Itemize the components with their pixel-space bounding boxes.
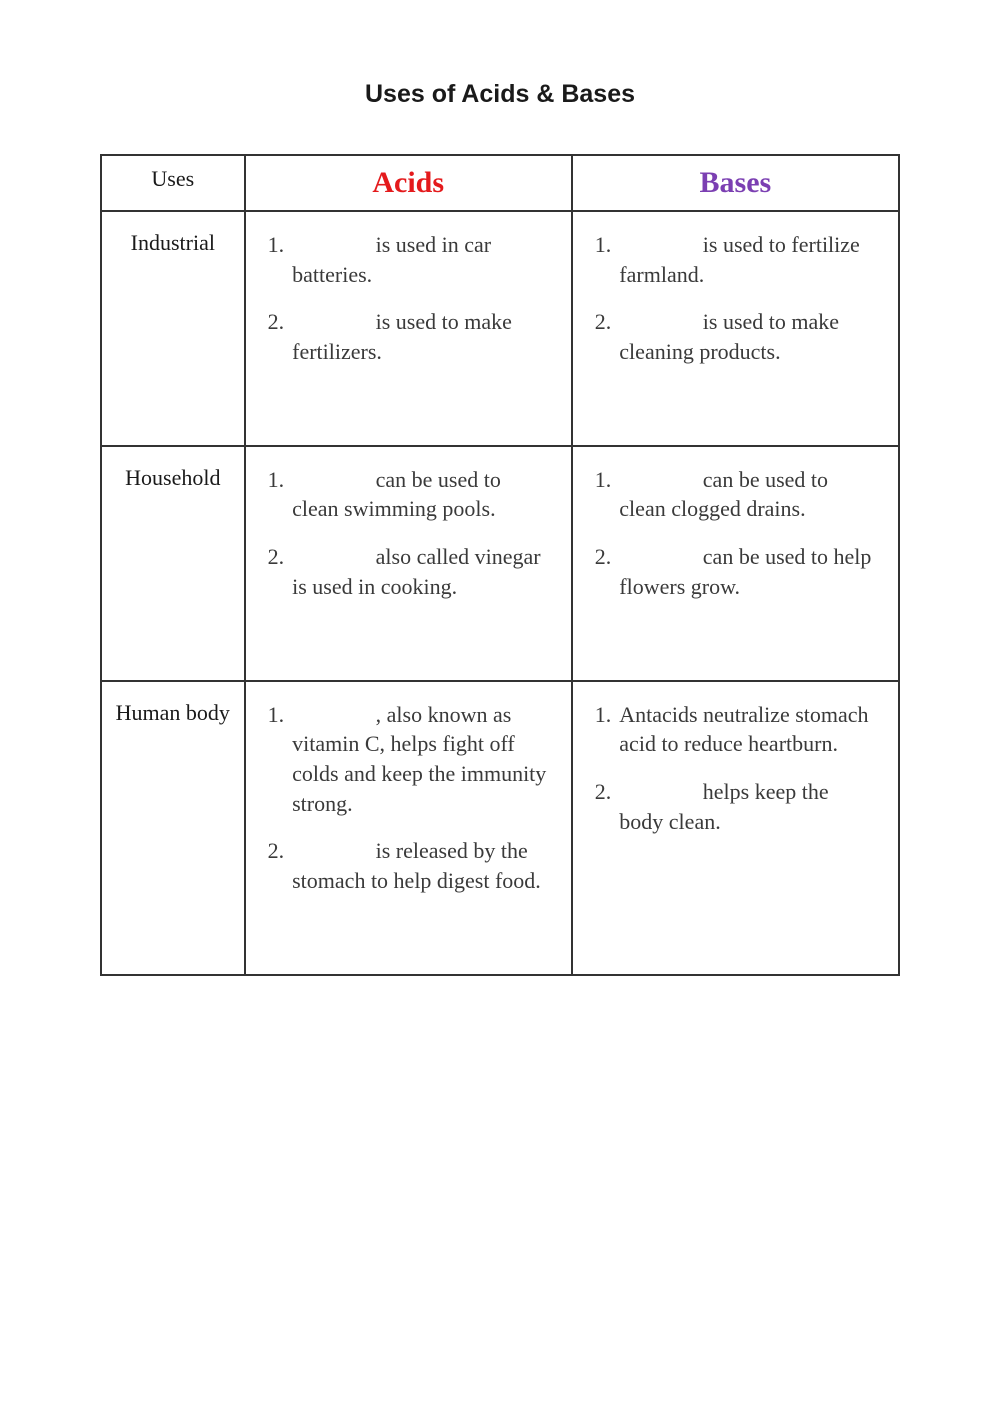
header-uses: Uses [101, 155, 245, 211]
item-post-text: can be used to help flowers grow. [619, 544, 871, 599]
item-text: can be used to clean swimming pools. [292, 465, 549, 524]
item-post-text: can be used to clean clogged drains. [619, 467, 828, 522]
item-post-text: is released by the stomach to help diges… [292, 838, 541, 893]
item-number: 1. [595, 700, 612, 759]
header-acids: Acids [245, 155, 572, 211]
item-number: 1. [595, 465, 612, 524]
bases-cell: 1. can be used to clean clogged drains.2… [572, 446, 899, 681]
list-item: 2. is used to make fertilizers. [268, 307, 549, 366]
bases-cell: 1.Antacids neutralize stomach acid to re… [572, 681, 899, 975]
item-post-text: , also known as vitamin C, helps fight o… [292, 702, 546, 816]
item-text: can be used to help flowers grow. [619, 542, 876, 601]
list-item: 2. can be used to help flowers grow. [595, 542, 876, 601]
item-post-text: is used to make fertilizers. [292, 309, 512, 364]
item-post-text: is used to make cleaning products. [619, 309, 839, 364]
list-item: 1.Antacids neutralize stomach acid to re… [595, 700, 876, 759]
item-number: 2. [595, 542, 612, 601]
row-label: Human body [101, 681, 245, 975]
item-text: helps keep the body clean. [619, 777, 876, 836]
list-item: 2. also called vinegar is used in cookin… [268, 542, 549, 601]
item-number: 2. [268, 542, 285, 601]
item-text: is used in car batteries. [292, 230, 549, 289]
page-title: Uses of Acids & Bases [100, 80, 900, 109]
list-item: 1. can be used to clean clogged drains. [595, 465, 876, 524]
row-label: Industrial [101, 211, 245, 446]
item-number: 1. [268, 465, 285, 524]
table-row: Human body1. , also known as vitamin C, … [101, 681, 899, 975]
item-text: is released by the stomach to help diges… [292, 836, 549, 895]
header-bases: Bases [572, 155, 899, 211]
item-number: 1. [268, 700, 285, 819]
item-post-text: can be used to clean swimming pools. [292, 467, 501, 522]
list-item: 2. is used to make cleaning products. [595, 307, 876, 366]
item-text: is used to fertilize farmland. [619, 230, 876, 289]
row-label: Household [101, 446, 245, 681]
item-text: , also known as vitamin C, helps fight o… [292, 700, 549, 819]
acids-cell: 1. can be used to clean swimming pools.2… [245, 446, 572, 681]
list-item: 1. , also known as vitamin C, helps figh… [268, 700, 549, 819]
item-text: is used to make cleaning products. [619, 307, 876, 366]
table-row: Household1. can be used to clean swimmin… [101, 446, 899, 681]
item-post-text: also called vinegar is used in cooking. [292, 544, 540, 599]
item-number: 1. [595, 230, 612, 289]
item-text: is used to make fertilizers. [292, 307, 549, 366]
item-number: 2. [268, 307, 285, 366]
item-number: 2. [595, 307, 612, 366]
item-number: 1. [268, 230, 285, 289]
list-item: 2. is released by the stomach to help di… [268, 836, 549, 895]
list-item: 1. can be used to clean swimming pools. [268, 465, 549, 524]
table-row: Industrial1. is used in car batteries.2.… [101, 211, 899, 446]
item-pre-text: Antacids neutralize stomach acid to redu… [619, 702, 868, 757]
bases-cell: 1. is used to fertilize farmland.2. is u… [572, 211, 899, 446]
item-number: 2. [268, 836, 285, 895]
item-text: can be used to clean clogged drains. [619, 465, 876, 524]
item-post-text: is used in car batteries. [292, 232, 491, 287]
list-item: 1. is used in car batteries. [268, 230, 549, 289]
list-item: 1. is used to fertilize farmland. [595, 230, 876, 289]
item-number: 2. [595, 777, 612, 836]
acids-cell: 1. , also known as vitamin C, helps figh… [245, 681, 572, 975]
item-text: Antacids neutralize stomach acid to redu… [619, 700, 876, 759]
list-item: 2. helps keep the body clean. [595, 777, 876, 836]
acids-cell: 1. is used in car batteries.2. is used t… [245, 211, 572, 446]
item-post-text: is used to fertilize farmland. [619, 232, 860, 287]
uses-table: Uses Acids Bases Industrial 1. is used in… [100, 154, 900, 976]
item-text: also called vinegar is used in cooking. [292, 542, 549, 601]
item-post-text: helps keep the body clean. [619, 779, 828, 834]
